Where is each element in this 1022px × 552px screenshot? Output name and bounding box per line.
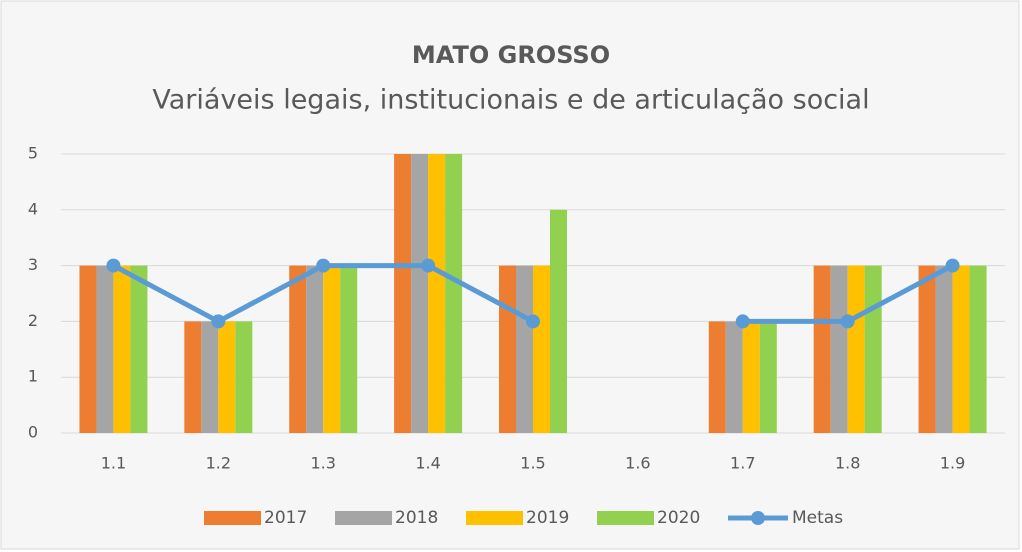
- y-tick-label: 0: [28, 423, 38, 442]
- chart-subtitle: Variáveis legais, institucionais e de ar…: [152, 85, 869, 116]
- line-marker: [840, 314, 855, 329]
- bar: [340, 265, 358, 433]
- legend-swatch: [335, 511, 392, 525]
- x-tick-label: 1.1: [101, 454, 126, 473]
- legend-label: 2017: [264, 508, 307, 528]
- bar: [708, 321, 726, 433]
- legend-label: 2019: [526, 508, 569, 528]
- legend-label: Metas: [792, 508, 843, 528]
- bar: [235, 321, 253, 433]
- x-tick-label: 1.5: [520, 454, 545, 473]
- bar: [952, 265, 970, 433]
- bar: [759, 321, 777, 433]
- line-marker: [421, 258, 436, 273]
- y-tick-label: 2: [28, 311, 38, 330]
- legend-label: 2018: [395, 508, 438, 528]
- bar: [79, 265, 97, 433]
- bar: [428, 154, 446, 433]
- y-tick-label: 3: [28, 255, 38, 274]
- x-tick-label: 1.9: [940, 454, 965, 473]
- bar: [550, 209, 567, 433]
- legend-swatch: [597, 511, 654, 525]
- bar: [201, 321, 219, 433]
- bar: [184, 321, 202, 433]
- bar: [516, 265, 533, 433]
- y-tick-label: 4: [28, 199, 38, 218]
- y-tick-label: 5: [28, 144, 38, 163]
- y-tick-label: 1: [28, 367, 38, 386]
- legend-swatch: [751, 511, 765, 525]
- bar: [935, 265, 953, 433]
- bar: [830, 265, 848, 433]
- bar: [323, 265, 341, 433]
- x-tick-label: 1.8: [835, 454, 860, 473]
- bar: [445, 154, 463, 433]
- bar: [113, 265, 131, 433]
- chart-title: MATO GROSSO: [412, 41, 610, 69]
- line-marker: [211, 314, 226, 329]
- bar: [411, 154, 429, 433]
- bar: [218, 321, 236, 433]
- bar: [918, 265, 936, 433]
- bar: [499, 265, 516, 433]
- bar: [533, 265, 550, 433]
- bar: [742, 321, 760, 433]
- x-tick-label: 1.7: [730, 454, 755, 473]
- bar: [847, 265, 865, 433]
- x-tick-label: 1.4: [415, 454, 440, 473]
- legend-swatch: [204, 511, 261, 525]
- bar: [96, 265, 114, 433]
- bar: [969, 265, 987, 433]
- bar: [289, 265, 307, 433]
- x-tick-label: 1.3: [310, 454, 335, 473]
- bar: [394, 154, 412, 433]
- bar: [725, 321, 743, 433]
- x-tick-label: 1.2: [206, 454, 231, 473]
- line-marker: [526, 314, 540, 329]
- x-tick-label: 1.6: [625, 454, 650, 473]
- bar: [864, 265, 882, 433]
- line-marker: [945, 258, 960, 273]
- bar: [306, 265, 324, 433]
- line-marker: [106, 258, 121, 273]
- legend-swatch: [466, 511, 523, 525]
- bar: [130, 265, 148, 433]
- bar: [813, 265, 831, 433]
- line-marker: [735, 314, 750, 329]
- line-marker: [316, 258, 331, 273]
- legend-label: 2020: [657, 508, 700, 528]
